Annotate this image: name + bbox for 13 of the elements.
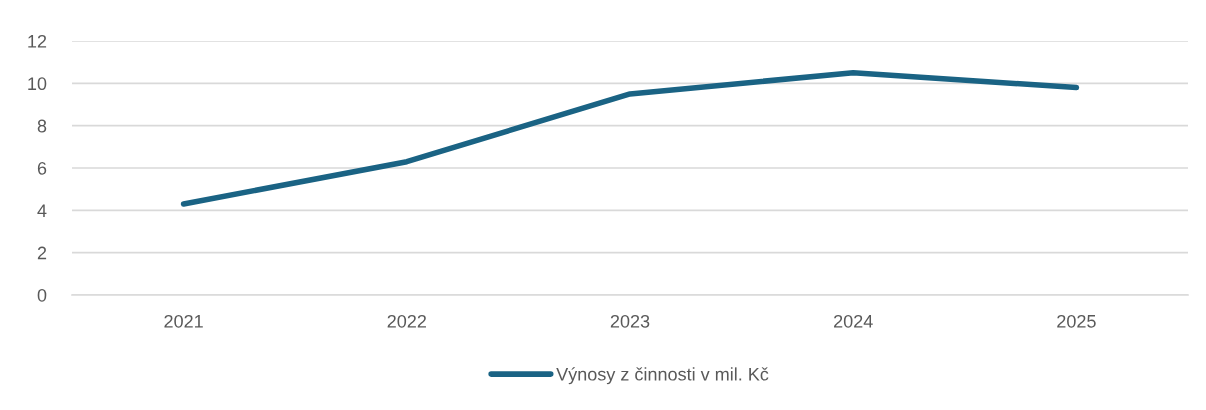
x-tick-label: 2024 (834, 314, 873, 328)
y-tick-label: 12 (28, 34, 47, 48)
x-tick-label: 2021 (164, 314, 203, 328)
x-tick-label: 2022 (387, 314, 426, 328)
y-tick-label: 8 (37, 119, 47, 133)
y-tick-label: 2 (37, 246, 47, 260)
x-tick-label: 2023 (610, 314, 650, 328)
y-tick-label: 0 (37, 288, 47, 302)
legend-label: Výnosy z činnosti v mil. Kč (556, 367, 769, 385)
y-tick-label: 4 (37, 204, 47, 217)
y-tick-label: 6 (37, 161, 47, 175)
x-tick-label: 2025 (1057, 314, 1096, 328)
y-tick-label: 10 (28, 77, 47, 91)
